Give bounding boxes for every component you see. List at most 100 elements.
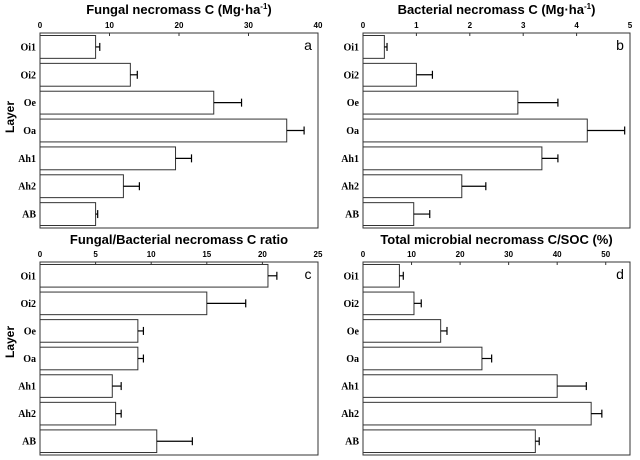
bar-ah1 — [39, 146, 177, 171]
x-tick-label: 15 — [202, 250, 211, 259]
x-tick-label: 5 — [93, 250, 98, 259]
panel-title-text: Total microbial necromass C/SOC (%) — [380, 232, 612, 247]
category-label: Oa — [23, 126, 36, 137]
bar-ab — [39, 202, 97, 226]
panel-letter: d — [616, 266, 624, 282]
plot-frame — [39, 32, 319, 229]
category-label: Oa — [23, 354, 36, 365]
x-tick-label: 0 — [38, 250, 43, 259]
plot-frame — [39, 261, 319, 456]
bar-oi2 — [39, 62, 131, 87]
panel-title-superscript: -1 — [584, 2, 592, 11]
category-label: AB — [345, 210, 359, 221]
x-tick-label: 0 — [361, 250, 366, 259]
bar-oa — [362, 346, 483, 371]
x-tick-label: 20 — [258, 250, 267, 259]
bar-ab — [39, 429, 158, 454]
panel-title: Bacterial necromass C (Mg·ha-1) — [398, 2, 596, 17]
panel-title: Total microbial necromass C/SOC (%) — [380, 232, 612, 247]
bar-ah1 — [362, 374, 558, 398]
x-tick-label: 40 — [314, 21, 323, 30]
chart-panel-d: Total microbial necromass C/SOC (%) 0 10 20… — [341, 232, 631, 456]
category-label: AB — [22, 210, 36, 221]
category-label: Oi1 — [343, 42, 359, 53]
category-label: Oi2 — [343, 299, 359, 310]
category-label: Ah2 — [18, 182, 36, 193]
category-label: Oe — [24, 326, 37, 337]
bar-ah2 — [362, 401, 592, 426]
plot-frame — [362, 32, 631, 229]
bar-oa — [39, 118, 288, 143]
category-label: Oi2 — [343, 70, 359, 81]
category-label: Oi1 — [343, 271, 359, 282]
x-tick-label: 30 — [244, 21, 253, 30]
panel-title: Fungal necromass C (Mg·ha-1) — [86, 2, 272, 17]
category-label: Ah2 — [18, 409, 36, 420]
x-tick-label: 1 — [414, 21, 419, 30]
bar-oe — [362, 319, 442, 343]
x-tick-label: 0 — [38, 21, 43, 30]
x-tick-label: 4 — [574, 21, 579, 30]
x-tick-label: 3 — [521, 21, 526, 30]
bar-oi2 — [362, 291, 415, 316]
panel-title: Fungal/Bacterial necromass C ratio — [70, 232, 288, 247]
bar-oe — [39, 319, 139, 343]
x-tick-label: 25 — [314, 250, 323, 259]
bar-oi1 — [39, 35, 97, 59]
x-tick-label: 0 — [361, 21, 366, 30]
chart-panel-a: Fungal necromass C (Mg·ha-1) 0 10 20 30 40 Oi1… — [18, 2, 323, 229]
category-label: AB — [345, 437, 359, 448]
category-label: Oe — [347, 98, 360, 109]
bar-oa — [362, 118, 588, 143]
category-label: Ah1 — [18, 154, 36, 165]
bar-ab — [362, 429, 536, 454]
bar-ah2 — [362, 174, 463, 199]
bar-oe — [362, 90, 519, 115]
panel-title-text: Fungal/Bacterial necromass C ratio — [70, 232, 288, 247]
x-tick-label: 50 — [601, 250, 610, 259]
y-axis-label: Layer — [3, 326, 17, 358]
panel-letter: c — [305, 266, 312, 282]
bar-oi1 — [362, 35, 385, 59]
category-label: Ah2 — [341, 182, 359, 193]
bar-oe — [39, 90, 215, 115]
panel-title-text: Fungal necromass C (Mg·ha — [86, 2, 261, 17]
panel-title-end: ) — [591, 2, 595, 17]
x-tick-label: 2 — [468, 21, 473, 30]
bar-oa — [39, 346, 139, 371]
bar-oi1 — [39, 263, 269, 288]
x-tick-label: 20 — [456, 250, 465, 259]
x-tick-label: 40 — [553, 250, 562, 259]
panel-title-superscript: -1 — [260, 2, 268, 11]
category-label: Oi1 — [20, 271, 36, 282]
x-tick-label: 30 — [504, 250, 513, 259]
x-tick-label: 20 — [175, 21, 184, 30]
bar-ab — [362, 202, 415, 226]
category-label: AB — [22, 437, 36, 448]
chart-panel-b: Bacterial necromass C (Mg·ha-1) 0 1 2 3 4 5 Oi1… — [341, 2, 633, 229]
category-label: Oe — [347, 326, 360, 337]
bar-ah2 — [39, 174, 124, 199]
panel-letter: a — [304, 37, 312, 53]
bar-oi2 — [39, 291, 208, 316]
category-label: Oe — [24, 98, 37, 109]
category-label: Ah1 — [18, 382, 36, 393]
x-tick-label: 10 — [105, 21, 114, 30]
x-tick-label: 10 — [147, 250, 156, 259]
category-label: Oa — [346, 354, 359, 365]
bar-oi2 — [362, 62, 417, 87]
x-tick-label: 5 — [628, 21, 633, 30]
category-label: Oi2 — [20, 70, 36, 81]
category-label: Oi1 — [20, 42, 36, 53]
category-label: Oa — [346, 126, 359, 137]
y-axis-label: Layer — [3, 101, 17, 133]
chart-panels: Fungal necromass C (Mg·ha-1)0 10 20 30 40Oi1… — [18, 2, 633, 456]
category-label: Ah1 — [341, 154, 359, 165]
plot-frame — [362, 261, 631, 456]
panel-title-text: Bacterial necromass C (Mg·ha — [398, 2, 585, 17]
bar-ah2 — [39, 401, 117, 426]
bar-ah1 — [362, 146, 543, 171]
panel-title-end: ) — [267, 2, 271, 17]
panel-letter: b — [616, 37, 624, 53]
